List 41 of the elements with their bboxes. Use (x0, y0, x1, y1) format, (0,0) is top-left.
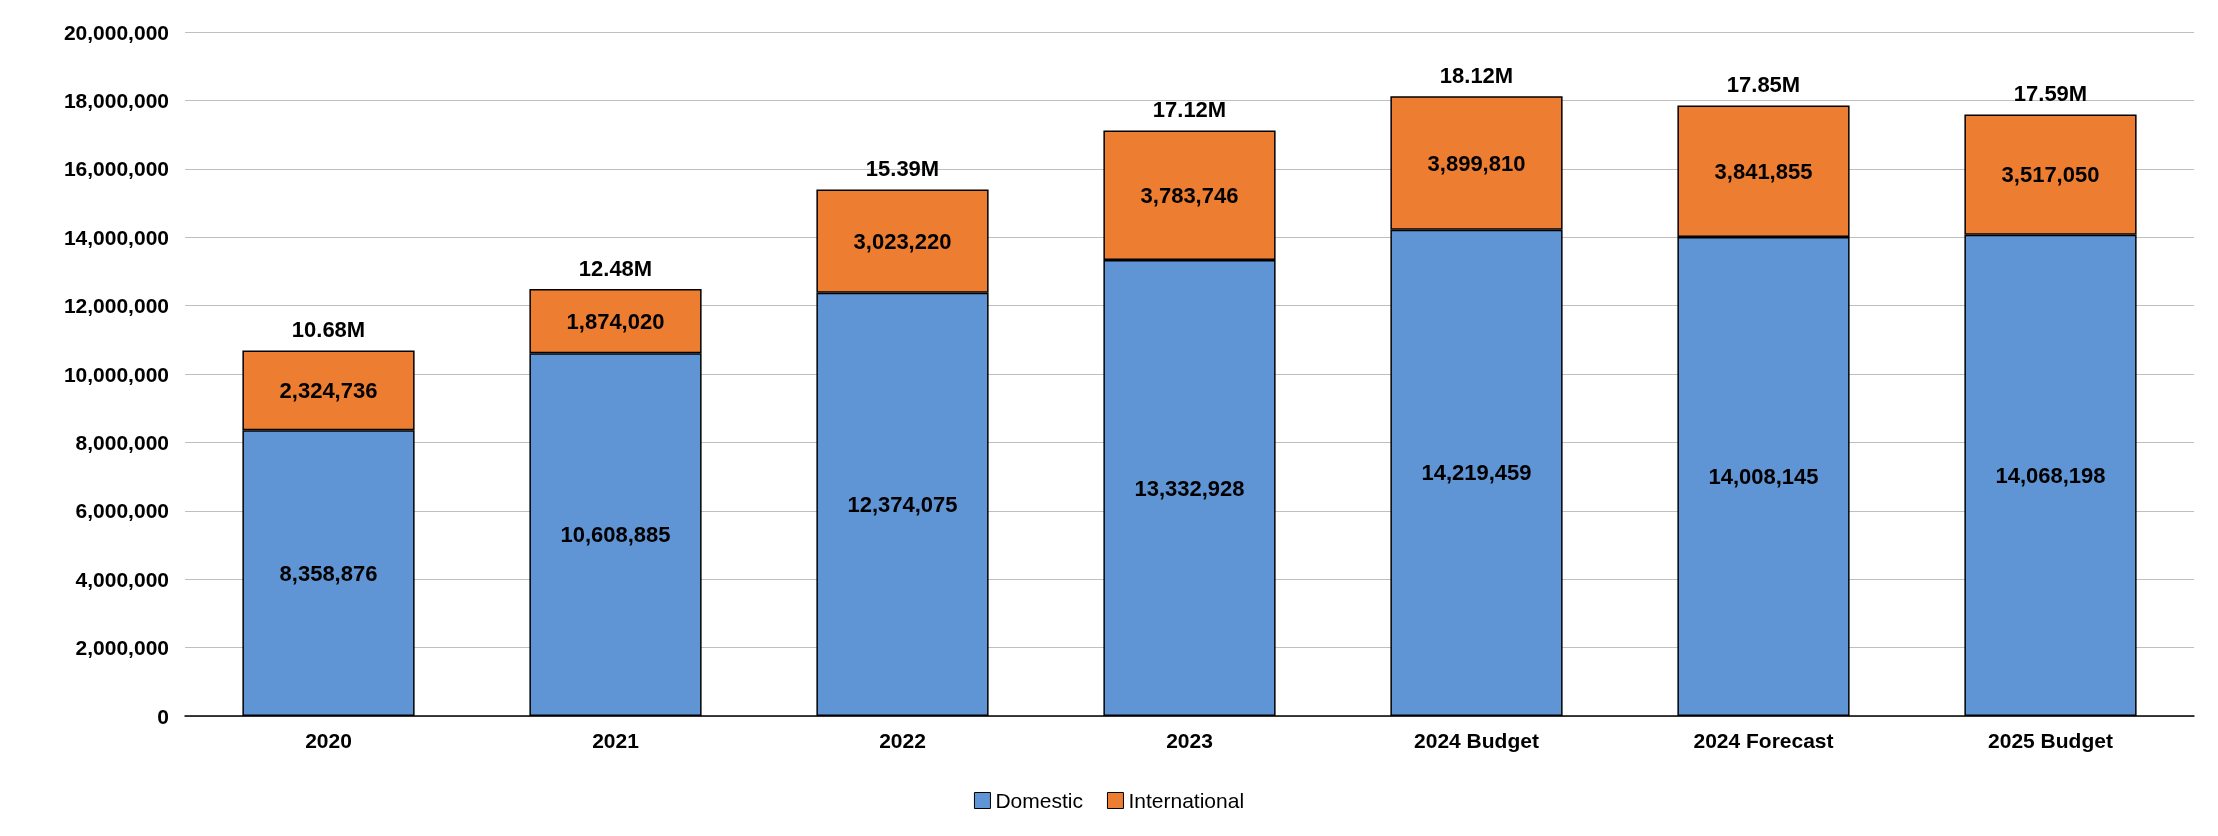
data-label: 2,324,736 (279, 377, 378, 403)
data-label: 14,219,459 (1421, 460, 1532, 486)
y-tick-label: 2,000,000 (75, 636, 169, 660)
data-label: 3,023,220 (853, 228, 952, 254)
data-label: 3,899,810 (1427, 150, 1526, 176)
legend-label: Domestic (995, 789, 1083, 812)
x-tick-label: 2023 (1166, 729, 1213, 752)
y-tick-label: 14,000,000 (63, 225, 169, 249)
y-tick-label: 4,000,000 (75, 567, 169, 591)
total-label: 15.39M (865, 155, 940, 181)
x-tick-label: 2024 Budget (1414, 729, 1539, 752)
total-label: 17.12M (1152, 97, 1227, 123)
legend-label: International (1128, 789, 1245, 812)
total-label: 17.59M (2013, 81, 2088, 107)
y-tick-label: 8,000,000 (75, 430, 169, 454)
data-label: 14,008,145 (1708, 463, 1819, 489)
x-tick-label: 2021 (592, 729, 640, 752)
y-tick-label: 6,000,000 (75, 499, 169, 523)
data-label: 8,358,876 (279, 560, 378, 586)
y-tick-label: 12,000,000 (63, 294, 169, 318)
data-label: 3,841,855 (1714, 158, 1813, 184)
data-label: 1,874,020 (566, 308, 665, 334)
data-label: 13,332,928 (1134, 475, 1245, 501)
y-tick-label: 18,000,000 (63, 88, 169, 112)
y-tick-label: 0 (157, 704, 169, 728)
x-tick-label: 2025 Budget (1988, 729, 2113, 752)
y-tick-label: 20,000,000 (63, 20, 169, 44)
data-label: 10,608,885 (560, 522, 671, 548)
total-label: 12.48M (578, 255, 653, 281)
data-label: 3,783,746 (1140, 182, 1239, 208)
y-tick-label: 16,000,000 (63, 157, 169, 181)
total-label: 18.12M (1439, 62, 1514, 88)
total-label: 10.68M (291, 317, 366, 343)
x-tick-label: 2022 (879, 729, 926, 752)
data-label: 3,517,050 (2001, 162, 2100, 188)
y-tick-label: 10,000,000 (63, 362, 169, 386)
data-label: 14,068,198 (1995, 462, 2106, 488)
x-tick-label: 2020 (305, 729, 352, 752)
data-label: 12,374,075 (847, 491, 958, 517)
total-label: 17.85M (1726, 72, 1801, 98)
x-tick-label: 2024 Forecast (1693, 729, 1834, 752)
